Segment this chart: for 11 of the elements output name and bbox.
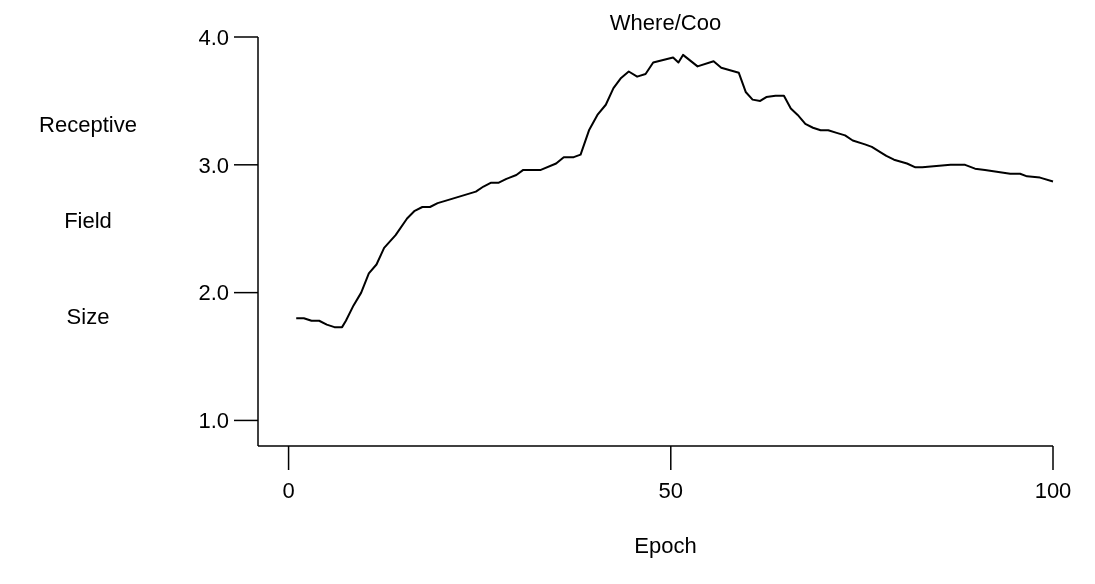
x-tick-label: 50 [658,478,684,503]
x-tick-label: 0 [282,478,295,503]
x-tick-label: 100 [1034,478,1072,503]
y-tick-label: 1.0 [198,408,229,434]
y-tick-label: 4.0 [198,24,229,50]
text: Receptive Field Size [39,112,137,329]
y-tick-label: 3.0 [198,152,229,178]
line-series [295,53,1054,329]
x-axis-title: Epoch [634,533,697,558]
y-tick-label: 2.0 [198,280,229,306]
chart-title: Where/Coo [609,10,722,35]
